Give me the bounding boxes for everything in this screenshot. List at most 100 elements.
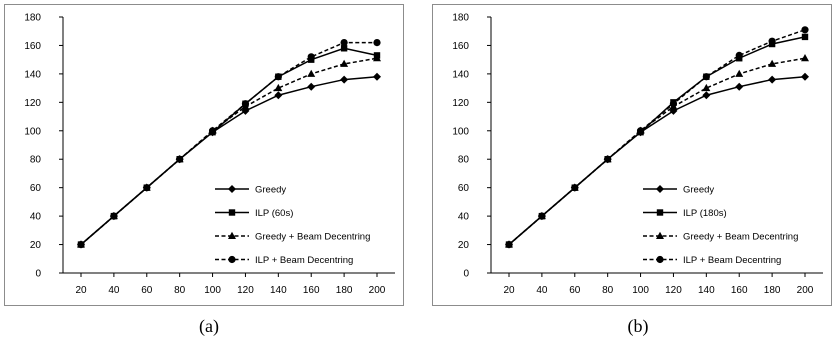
- x-tick-label: 20: [503, 285, 515, 296]
- data-point: [801, 72, 809, 81]
- x-tick-label: 120: [237, 285, 254, 296]
- y-tick-label: 40: [30, 212, 42, 223]
- legend-label: ILP (60s): [255, 208, 293, 219]
- caption-b: (b): [627, 316, 649, 336]
- data-point: [77, 240, 85, 249]
- data-point: [801, 54, 809, 62]
- x-tick-label: 160: [303, 285, 320, 296]
- line-chart-b: 0 20 40 60 80 100 120 140 160 180 20 40 60 80 100 120 14…: [452, 13, 823, 296]
- data-point: [702, 91, 711, 100]
- data-point: [669, 100, 678, 108]
- legend-label: ILP + Beam Decentring: [255, 255, 353, 266]
- series-2: [77, 45, 381, 248]
- legend-marker: [656, 255, 664, 264]
- data-point: [274, 83, 283, 92]
- data-point: [340, 45, 348, 52]
- series-3: [505, 54, 809, 248]
- line-chart-a: 0 20 40 60 80 100 120 140 160 180 20 40 60 80 100 120 14…: [24, 13, 395, 296]
- data-point: [176, 155, 184, 163]
- y-tick-label: 60: [30, 183, 42, 194]
- data-point: [801, 26, 809, 34]
- series-line: [508, 29, 806, 246]
- series-line: [508, 57, 806, 246]
- data-point: [571, 184, 579, 192]
- data-point: [208, 127, 217, 135]
- y-tick-label: 20: [458, 240, 470, 251]
- y-tick-label: 100: [452, 126, 469, 137]
- legend-item: Greedy + Beam Decentring: [215, 232, 370, 243]
- data-point: [307, 53, 315, 61]
- x-tick-label: 180: [336, 285, 353, 296]
- legend-label: Greedy: [683, 185, 714, 196]
- data-point: [538, 212, 546, 220]
- y-tick-label: 100: [24, 126, 41, 137]
- legend-item: Greedy + Beam Decentring: [643, 232, 798, 243]
- legend-marker: [656, 185, 664, 193]
- chart-panel-a: 0 20 40 60 80 100 120 140 160 180 20 40 60 80 100 120 14…: [4, 4, 404, 306]
- y-tick-label: 160: [24, 41, 41, 52]
- data-point: [110, 212, 118, 220]
- data-point: [636, 127, 645, 135]
- legend-marker: [656, 231, 664, 239]
- series-4: [77, 39, 381, 249]
- data-point: [340, 75, 349, 84]
- data-point: [241, 100, 250, 108]
- data-point: [702, 73, 710, 81]
- y-tick-label: 60: [458, 183, 470, 194]
- x-tick-label: 100: [204, 285, 221, 296]
- series-line: [80, 75, 378, 246]
- y-tick-label: 20: [30, 240, 42, 251]
- y-tick-label: 120: [452, 98, 469, 109]
- data-point: [735, 51, 743, 60]
- x-tick-label: 60: [141, 285, 153, 296]
- legend-label: ILP (180s): [683, 208, 727, 219]
- data-point: [768, 59, 777, 67]
- data-point: [307, 82, 316, 91]
- series-3: [77, 54, 381, 248]
- x-tick-label: 40: [108, 285, 120, 296]
- data-point: [768, 37, 776, 45]
- x-tick-label: 100: [632, 285, 649, 296]
- y-tick-label: 40: [458, 212, 470, 223]
- legend-label: Greedy + Beam Decentring: [255, 232, 370, 243]
- series-line: [80, 41, 377, 246]
- x-tick-label: 200: [797, 285, 814, 296]
- x-tick-label: 180: [764, 285, 781, 296]
- data-point: [373, 72, 381, 81]
- legend-item: ILP (60s): [215, 208, 293, 219]
- legend-item: ILP + Beam Decentring: [215, 255, 353, 266]
- y-tick-label: 120: [24, 98, 41, 109]
- data-point: [143, 184, 151, 192]
- legend-marker: [228, 209, 236, 216]
- y-tick-label: 180: [452, 13, 469, 24]
- data-point: [274, 91, 283, 100]
- y-tick-label: 180: [24, 13, 41, 24]
- series-line: [80, 57, 378, 246]
- legend-label: Greedy: [255, 185, 286, 196]
- x-tick-label: 20: [75, 285, 87, 296]
- legend-item: ILP (180s): [643, 208, 727, 219]
- y-tick-label: 80: [30, 155, 42, 166]
- y-tick-label: 140: [24, 69, 41, 80]
- legend-marker: [656, 209, 664, 216]
- x-tick-label: 80: [602, 285, 614, 296]
- data-point: [340, 59, 349, 67]
- y-tick-label: 0: [35, 269, 41, 280]
- data-point: [801, 33, 809, 41]
- legend-marker: [228, 185, 236, 193]
- legend-marker: [228, 255, 236, 264]
- x-tick-label: 160: [731, 285, 748, 296]
- x-tick-label: 140: [270, 285, 287, 296]
- legend-item: ILP + Beam Decentring: [643, 255, 781, 266]
- series-line: [508, 75, 806, 246]
- data-point: [505, 240, 513, 249]
- legend-item: Greedy: [215, 185, 286, 196]
- x-tick-label: 200: [369, 285, 386, 296]
- series-1: [77, 72, 381, 249]
- series-4: [505, 26, 809, 249]
- data-point: [340, 39, 348, 47]
- y-tick-label: 0: [463, 269, 469, 280]
- legend-label: Greedy + Beam Decentring: [683, 232, 798, 243]
- data-point: [735, 82, 744, 91]
- x-tick-label: 40: [536, 285, 548, 296]
